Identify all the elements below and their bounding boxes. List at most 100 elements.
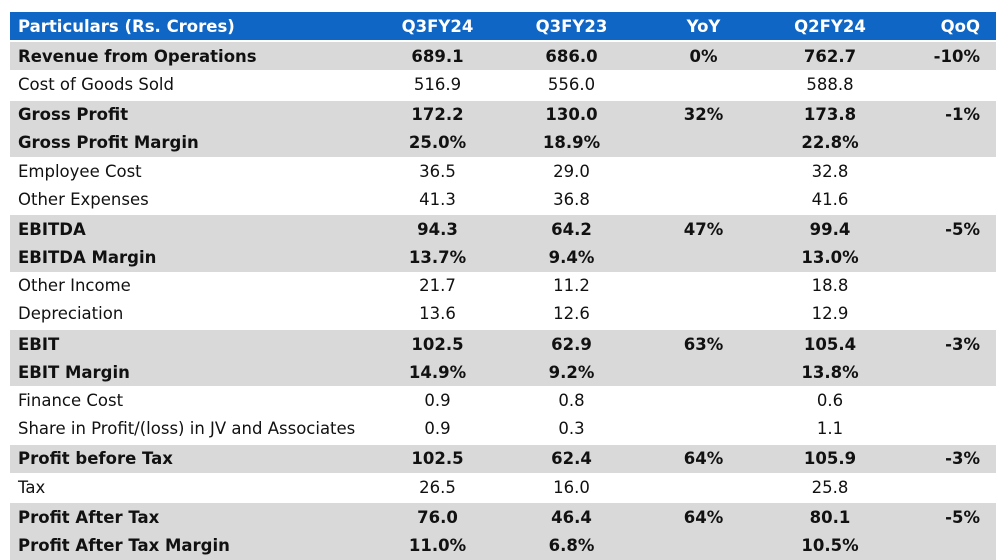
cell-particular: Revenue from Operations <box>10 40 370 71</box>
cell-q3fy24: 14.9% <box>370 358 505 387</box>
cell-q2fy24: 105.4 <box>769 328 891 359</box>
cell-yoy <box>638 156 769 186</box>
header-yoy: YoY <box>638 12 769 41</box>
cell-q2fy24: 0.6 <box>769 386 891 415</box>
cell-q3fy24: 0.9 <box>370 414 505 443</box>
table-row: Employee Cost 36.5 29.0 32.8 <box>10 156 996 186</box>
table-row: EBITDA Margin 13.7% 9.4% 13.0% <box>10 243 996 272</box>
cell-q3fy23: 29.0 <box>505 156 638 186</box>
cell-q3fy23: 0.8 <box>505 386 638 415</box>
cell-q2fy24: 32.8 <box>769 156 891 186</box>
table-row: Profit After Tax 76.0 46.4 64% 80.1 -5% <box>10 501 996 532</box>
cell-particular: Profit before Tax <box>10 442 370 473</box>
cell-yoy: 63% <box>638 328 769 359</box>
cell-yoy <box>638 414 769 443</box>
cell-q3fy23: 62.9 <box>505 328 638 359</box>
financial-table-container: Particulars (Rs. Crores) Q3FY24 Q3FY23 Y… <box>10 12 996 560</box>
table-row: Profit After Tax Margin 11.0% 6.8% 10.5% <box>10 531 996 560</box>
cell-yoy <box>638 243 769 272</box>
cell-q3fy24: 25.0% <box>370 128 505 157</box>
cell-particular: Share in Profit/(loss) in JV and Associa… <box>10 414 370 443</box>
cell-yoy <box>638 185 769 214</box>
cell-yoy <box>638 271 769 300</box>
cell-q3fy23: 46.4 <box>505 501 638 532</box>
cell-yoy <box>638 299 769 329</box>
cell-qoq <box>891 414 996 443</box>
cell-q2fy24: 13.8% <box>769 358 891 387</box>
cell-q3fy24: 21.7 <box>370 271 505 300</box>
cell-q3fy23: 130.0 <box>505 98 638 129</box>
cell-particular: Depreciation <box>10 299 370 329</box>
cell-q2fy24: 173.8 <box>769 98 891 129</box>
cell-qoq <box>891 271 996 300</box>
cell-q3fy23: 11.2 <box>505 271 638 300</box>
cell-q2fy24: 41.6 <box>769 185 891 214</box>
cell-qoq <box>891 185 996 214</box>
cell-q2fy24: 105.9 <box>769 442 891 473</box>
cell-qoq <box>891 358 996 387</box>
cell-qoq <box>891 386 996 415</box>
table-row: Cost of Goods Sold 516.9 556.0 588.8 <box>10 70 996 99</box>
cell-q2fy24: 12.9 <box>769 299 891 329</box>
cell-q3fy23: 12.6 <box>505 299 638 329</box>
cell-q3fy23: 686.0 <box>505 40 638 71</box>
table-body: Revenue from Operations 689.1 686.0 0% 762.7… <box>10 40 996 560</box>
cell-particular: Profit After Tax <box>10 501 370 532</box>
cell-particular: Gross Profit <box>10 98 370 129</box>
cell-qoq <box>891 531 996 560</box>
table-header-row: Particulars (Rs. Crores) Q3FY24 Q3FY23 Y… <box>10 12 996 41</box>
table-row: Other Income 21.7 11.2 18.8 <box>10 271 996 300</box>
cell-q2fy24: 588.8 <box>769 70 891 99</box>
header-qoq: QoQ <box>891 12 996 41</box>
cell-yoy: 47% <box>638 213 769 244</box>
cell-q3fy24: 0.9 <box>370 386 505 415</box>
cell-q3fy24: 13.7% <box>370 243 505 272</box>
cell-q3fy24: 102.5 <box>370 442 505 473</box>
cell-q3fy23: 36.8 <box>505 185 638 214</box>
table-row: Finance Cost 0.9 0.8 0.6 <box>10 386 996 415</box>
cell-qoq <box>891 243 996 272</box>
cell-yoy <box>638 358 769 387</box>
cell-q2fy24: 1.1 <box>769 414 891 443</box>
cell-q3fy24: 102.5 <box>370 328 505 359</box>
cell-q2fy24: 13.0% <box>769 243 891 272</box>
cell-particular: Tax <box>10 473 370 502</box>
cell-q3fy23: 9.4% <box>505 243 638 272</box>
cell-particular: Other Expenses <box>10 185 370 214</box>
header-q3fy23: Q3FY23 <box>505 12 638 41</box>
cell-q3fy23: 556.0 <box>505 70 638 99</box>
cell-qoq: -3% <box>891 442 996 473</box>
table-row: Tax 26.5 16.0 25.8 <box>10 473 996 502</box>
cell-yoy: 0% <box>638 40 769 71</box>
cell-yoy <box>638 531 769 560</box>
cell-q3fy24: 516.9 <box>370 70 505 99</box>
cell-q3fy23: 6.8% <box>505 531 638 560</box>
table-row: EBIT 102.5 62.9 63% 105.4 -3% <box>10 328 996 359</box>
cell-qoq <box>891 473 996 502</box>
cell-q3fy23: 16.0 <box>505 473 638 502</box>
cell-q3fy24: 689.1 <box>370 40 505 71</box>
cell-qoq: -5% <box>891 501 996 532</box>
financial-results-table: Particulars (Rs. Crores) Q3FY24 Q3FY23 Y… <box>10 12 996 560</box>
cell-particular: EBIT <box>10 328 370 359</box>
cell-q3fy24: 36.5 <box>370 156 505 186</box>
table-row: Depreciation 13.6 12.6 12.9 <box>10 299 996 329</box>
cell-yoy: 32% <box>638 98 769 129</box>
cell-particular: Finance Cost <box>10 386 370 415</box>
cell-yoy <box>638 386 769 415</box>
cell-particular: Profit After Tax Margin <box>10 531 370 560</box>
cell-q3fy24: 76.0 <box>370 501 505 532</box>
cell-particular: Other Income <box>10 271 370 300</box>
cell-yoy <box>638 128 769 157</box>
cell-particular: EBITDA <box>10 213 370 244</box>
cell-q3fy23: 0.3 <box>505 414 638 443</box>
cell-qoq <box>891 156 996 186</box>
cell-q3fy24: 26.5 <box>370 473 505 502</box>
cell-q3fy24: 94.3 <box>370 213 505 244</box>
cell-particular: EBITDA Margin <box>10 243 370 272</box>
cell-yoy <box>638 473 769 502</box>
cell-qoq <box>891 299 996 329</box>
cell-q2fy24: 25.8 <box>769 473 891 502</box>
cell-q3fy24: 172.2 <box>370 98 505 129</box>
cell-q3fy23: 18.9% <box>505 128 638 157</box>
